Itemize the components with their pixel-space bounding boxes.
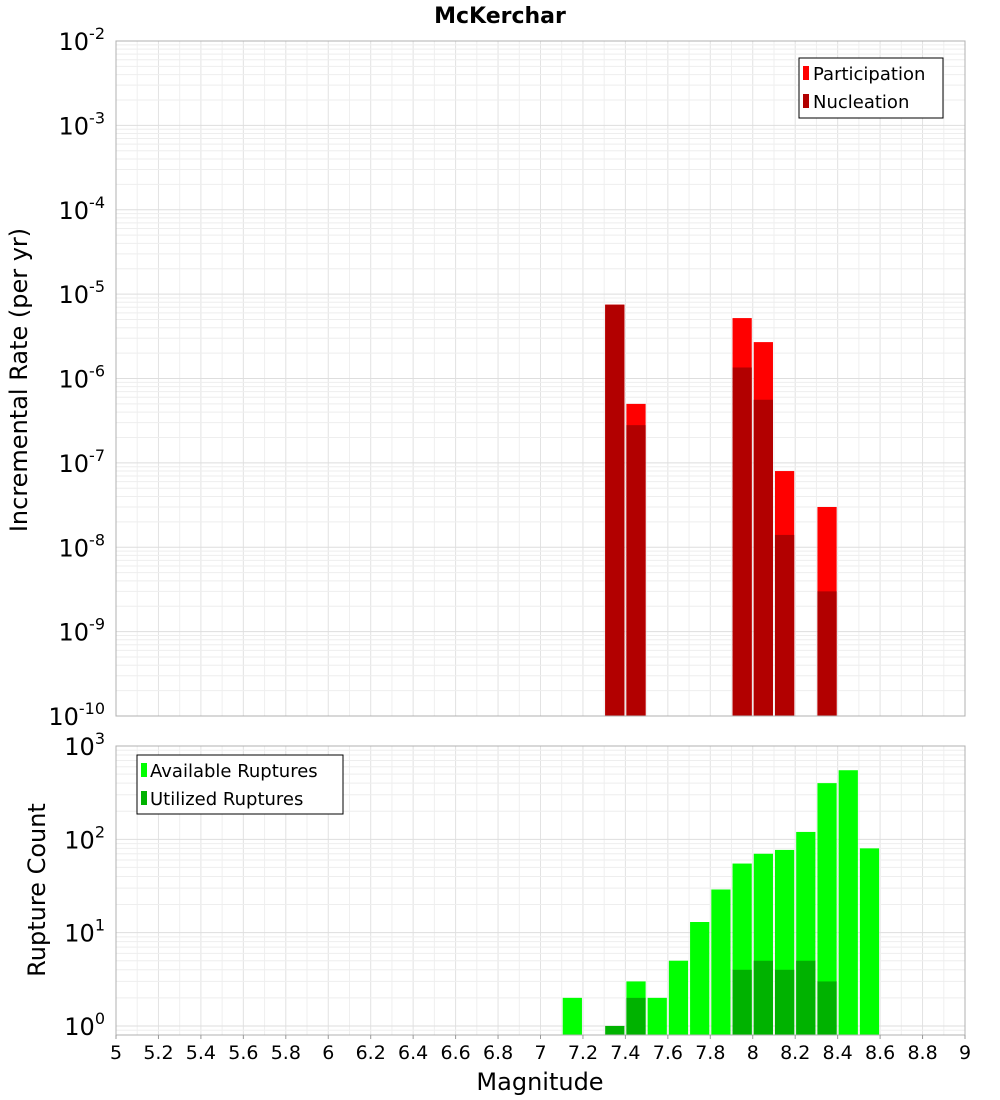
count-y-axis-label: Rupture Count [23,803,51,977]
nucleation-bar [774,534,795,716]
count-panel: 100 101 102 103 5 5.2 5.4 5.6 5.8 6 6.2 6.4 6.6 6.8 7… [23,729,971,1096]
nucleation-bar [605,304,625,716]
rate-panel: 10-10 10-9 10-8 10-7 10-6 10-5 10-4 10-3 10-2 In… [5,24,966,731]
x-tick-label: 7 [534,1042,546,1064]
legend-swatch-utilized [141,791,147,805]
y-tick-label: 10-2 [59,24,106,56]
utilized-ruptures-bar [626,997,646,1035]
x-tick-label: 8.4 [823,1042,853,1064]
rate-y-axis-label: Incremental Rate (per yr) [5,228,33,532]
rate-legend-box [798,57,944,119]
chart-title: McKerchar [434,4,566,29]
x-axis-label: Magnitude [476,1068,603,1096]
y-tick-label: 10-9 [59,615,106,647]
y-tick-label: 10-4 [59,193,106,225]
utilized-ruptures-bar [753,960,773,1035]
y-tick-label: 101 [64,916,105,948]
nucleation-bar [817,591,837,716]
available-ruptures-bar [711,889,731,1035]
y-tick-label: 103 [64,729,105,761]
y-tick-label: 10-8 [59,530,106,562]
count-bars [562,770,880,1035]
legend-swatch-participation [803,66,809,80]
x-tick-label: 5.6 [228,1042,258,1064]
x-tick-label: 6.6 [440,1042,470,1064]
legend-label-nucleation: Nucleation [813,92,909,113]
available-ruptures-bar [647,997,667,1035]
x-tick-label: 5.4 [186,1042,216,1064]
available-ruptures-bar [838,770,858,1035]
y-tick-label: 102 [64,822,105,854]
rate-grid [115,40,966,717]
nucleation-bar [732,367,752,716]
x-tick-label: 6 [322,1042,334,1064]
legend-swatch-available [141,763,147,777]
rate-y-ticks: 10-10 10-9 10-8 10-7 10-6 10-5 10-4 10-3 10-2 [48,24,105,731]
y-tick-label: 10-7 [59,446,106,478]
available-ruptures-bar [668,960,689,1035]
x-tick-label: 6.8 [483,1042,513,1064]
x-tick-label: 5.2 [143,1042,173,1064]
available-ruptures-bar [859,848,880,1035]
utilized-ruptures-bar [817,981,837,1035]
legend-label-available: Available Ruptures [150,761,318,782]
legend-swatch-nucleation [803,94,809,108]
x-tick-label: 8.6 [865,1042,895,1064]
y-tick-label: 10-6 [59,362,106,394]
y-tick-label: 10-10 [48,699,105,731]
x-tick-label: 6.4 [398,1042,428,1064]
x-tick-label: 7.8 [695,1042,725,1064]
utilized-ruptures-bar [605,1025,625,1035]
x-ticks: 5 5.2 5.4 5.6 5.8 6 6.2 6.4 6.6 6.8 7 7.2 7.4 7.6 7.8 8… [110,1035,971,1064]
y-tick-label: 100 [64,1009,105,1041]
available-ruptures-bar [562,997,582,1035]
utilized-ruptures-bar [796,960,816,1035]
available-ruptures-bar [690,922,710,1035]
x-tick-label: 8 [747,1042,759,1064]
x-tick-label: 8.8 [907,1042,937,1064]
x-tick-label: 7.4 [610,1042,640,1064]
available-ruptures-bar [817,783,837,1035]
x-tick-label: 8.2 [780,1042,810,1064]
x-tick-label: 6.2 [356,1042,386,1064]
x-tick-label: 5.8 [271,1042,301,1064]
count-y-ticks: 100 101 102 103 [64,729,105,1041]
legend-label-participation: Participation [813,64,925,85]
count-legend: Available Ruptures Utilized Ruptures [136,754,344,815]
x-tick-label: 9 [959,1042,971,1064]
x-tick-label: 7.6 [653,1042,683,1064]
utilized-ruptures-bar [774,969,795,1035]
x-tick-label: 5 [110,1042,122,1064]
nucleation-bar [626,425,646,716]
nucleation-bar [753,399,773,716]
y-tick-label: 10-3 [59,108,106,140]
rate-legend: Participation Nucleation [798,57,944,119]
rate-bars [605,304,837,716]
y-tick-label: 10-5 [59,277,106,309]
count-legend-box [136,754,344,815]
x-tick-label: 7.2 [568,1042,598,1064]
utilized-ruptures-bar [732,969,752,1035]
legend-label-utilized: Utilized Ruptures [150,789,303,810]
rate-plot-frame [115,40,966,717]
